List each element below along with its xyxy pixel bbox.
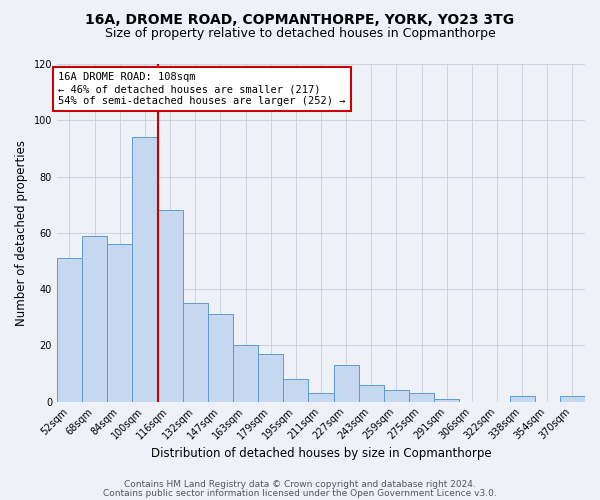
Bar [560, 396, 585, 402]
Bar [384, 390, 409, 402]
Y-axis label: Number of detached properties: Number of detached properties [15, 140, 28, 326]
Bar [182, 303, 208, 402]
Text: 16A DROME ROAD: 108sqm
← 46% of detached houses are smaller (217)
54% of semi-de: 16A DROME ROAD: 108sqm ← 46% of detached… [58, 72, 346, 106]
Text: Size of property relative to detached houses in Copmanthorpe: Size of property relative to detached ho… [104, 28, 496, 40]
Bar [107, 244, 133, 402]
Bar [82, 236, 107, 402]
Bar [283, 379, 308, 402]
Bar [233, 346, 258, 402]
Bar [258, 354, 283, 402]
Text: 16A, DROME ROAD, COPMANTHORPE, YORK, YO23 3TG: 16A, DROME ROAD, COPMANTHORPE, YORK, YO2… [85, 12, 515, 26]
Bar [133, 137, 158, 402]
Bar [208, 314, 233, 402]
Text: Contains public sector information licensed under the Open Government Licence v3: Contains public sector information licen… [103, 488, 497, 498]
Bar [359, 384, 384, 402]
Bar [308, 393, 334, 402]
Text: Contains HM Land Registry data © Crown copyright and database right 2024.: Contains HM Land Registry data © Crown c… [124, 480, 476, 489]
Bar [334, 365, 359, 402]
Bar [57, 258, 82, 402]
Bar [409, 393, 434, 402]
Bar [158, 210, 182, 402]
Bar [434, 399, 459, 402]
Bar [509, 396, 535, 402]
X-axis label: Distribution of detached houses by size in Copmanthorpe: Distribution of detached houses by size … [151, 447, 491, 460]
